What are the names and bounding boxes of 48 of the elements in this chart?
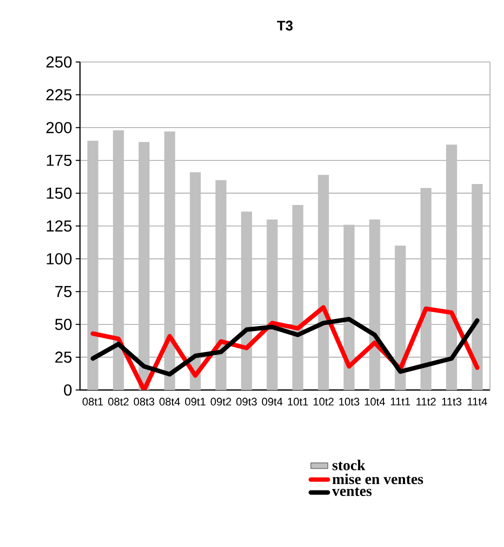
bar [446,144,458,390]
chart-title: T3 [277,20,293,31]
bar [369,219,380,390]
bar [138,142,150,390]
y-tick-label: 125 [46,220,72,232]
x-tick-label: 10t2 [314,398,334,406]
y-tick-label: 50 [55,318,72,330]
bar [472,184,483,390]
y-tick-label: 150 [46,188,72,199]
x-tick-label: 11t1 [390,398,410,406]
bar [164,132,176,390]
x-tick-label: 08t2 [108,398,129,406]
bar [318,174,329,390]
y-tick-label: 225 [46,89,72,100]
x-tick-label: 09t4 [262,398,283,406]
y-tick-label: 75 [55,286,72,298]
bar [190,172,201,390]
bar [112,130,124,390]
x-tick-label: 11t3 [442,398,462,406]
line-series [90,316,480,376]
x-tick-label: 10t1 [288,398,308,406]
y-tick-label: 0 [64,384,72,396]
bar [87,140,98,390]
y-tick-label: 100 [46,253,72,264]
y-tick-label: 25 [55,352,72,363]
bar [266,219,278,390]
x-tick-label: 08t4 [159,398,180,406]
bar [420,188,432,390]
y-tick-label: 200 [46,122,72,134]
bar [344,224,355,390]
legend-label: mise en ventes [332,474,424,484]
x-tick-label: 09t2 [210,398,232,406]
bar [292,205,304,390]
bar [241,212,252,390]
x-tick-label: 08t1 [82,398,103,406]
y-tick-label: 250 [46,56,72,68]
x-tick-label: 09t1 [185,398,206,406]
bar [215,180,226,390]
bar [394,246,406,390]
x-tick-label: 10t4 [364,398,386,406]
legend-label: stock [332,460,366,470]
x-tick-label: 11t2 [416,398,436,406]
legend-label: ventes [332,488,372,496]
x-tick-label: 08t3 [134,398,154,406]
y-tick-label: 175 [46,154,72,166]
x-tick-label: 10t3 [339,398,360,406]
x-tick-label: 09t3 [236,398,257,406]
x-tick-label: 11t4 [468,398,488,406]
